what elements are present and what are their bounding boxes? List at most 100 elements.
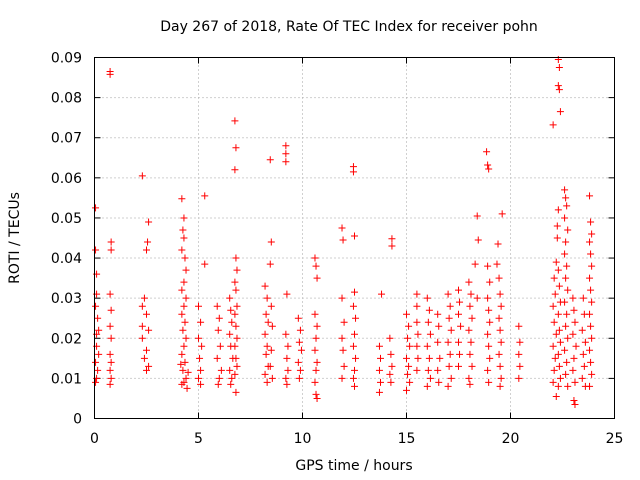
data-point (495, 314, 503, 322)
data-point (282, 158, 290, 166)
data-point (143, 310, 150, 318)
data-point (145, 218, 153, 226)
data-point (414, 354, 422, 362)
data-point (552, 392, 560, 400)
data-point (444, 382, 452, 390)
plot-frame (94, 57, 615, 419)
data-point (387, 350, 395, 358)
data-point (466, 350, 474, 358)
data-point (554, 266, 562, 274)
data-point (495, 274, 503, 282)
data-point (351, 232, 358, 240)
data-point (180, 342, 188, 350)
data-point (588, 262, 596, 270)
data-point (215, 374, 223, 382)
data-point (465, 326, 473, 334)
data-point (283, 354, 291, 362)
data-point (549, 342, 557, 350)
data-point (214, 326, 222, 334)
data-point (144, 238, 152, 246)
data-point (413, 366, 421, 374)
data-point (180, 278, 188, 286)
data-point (484, 330, 492, 338)
data-point (496, 382, 504, 390)
data-point (515, 350, 523, 358)
y-tick-label: 0.02 (51, 331, 82, 347)
data-point (447, 326, 455, 334)
data-point (228, 318, 236, 326)
data-point (564, 226, 572, 234)
data-point (444, 338, 452, 346)
data-point (564, 334, 572, 342)
data-point (263, 342, 271, 350)
data-point (107, 374, 115, 382)
data-point (196, 354, 204, 362)
data-point (313, 394, 321, 402)
data-point (485, 342, 493, 350)
data-point (92, 358, 100, 366)
data-point (413, 318, 421, 326)
data-point (267, 346, 275, 354)
y-tick-label: 0.08 (51, 91, 82, 107)
data-point (233, 266, 241, 274)
data-point (261, 330, 269, 338)
data-point (232, 354, 240, 362)
data-point (586, 382, 594, 390)
data-point (216, 342, 224, 350)
data-point (456, 298, 464, 306)
data-point (423, 382, 431, 390)
data-point (266, 362, 274, 370)
data-point (447, 374, 455, 382)
data-point (587, 286, 595, 294)
data-point (435, 322, 443, 330)
data-point (561, 214, 569, 222)
data-point (233, 362, 241, 370)
data-point (145, 326, 153, 334)
data-point (201, 260, 209, 268)
data-point (226, 330, 234, 338)
data-point (266, 156, 274, 164)
data-point (283, 290, 291, 298)
data-point (403, 310, 410, 318)
data-point (143, 346, 150, 354)
data-point (215, 314, 223, 322)
data-point (586, 310, 594, 318)
data-point (549, 302, 557, 310)
data-point (554, 310, 562, 318)
data-point (311, 254, 319, 262)
data-point (179, 226, 187, 234)
data-point (586, 238, 594, 246)
data-point (425, 354, 433, 362)
data-point (471, 260, 479, 268)
data-point (562, 238, 570, 246)
data-point (340, 362, 348, 370)
data-point (312, 262, 320, 270)
data-point (283, 380, 291, 388)
data-point (145, 362, 153, 370)
data-point (282, 142, 290, 150)
data-point (413, 342, 421, 350)
data-point (92, 204, 100, 212)
data-point (296, 366, 304, 374)
data-point (485, 165, 493, 173)
data-point (231, 370, 239, 378)
data-point (404, 370, 412, 378)
data-point (445, 362, 453, 370)
data-point (386, 370, 394, 378)
data-point (378, 290, 386, 298)
data-point (587, 322, 595, 330)
x-tick-label: 20 (502, 431, 520, 447)
data-point (446, 350, 454, 358)
data-point (351, 366, 358, 374)
data-point (338, 294, 346, 302)
data-point (178, 380, 186, 388)
data-point (555, 64, 563, 72)
data-point (339, 346, 347, 354)
data-point (484, 294, 492, 302)
data-point (386, 334, 394, 342)
data-point (466, 302, 474, 310)
data-point (483, 148, 491, 156)
data-point (570, 396, 578, 404)
data-point (569, 366, 577, 374)
